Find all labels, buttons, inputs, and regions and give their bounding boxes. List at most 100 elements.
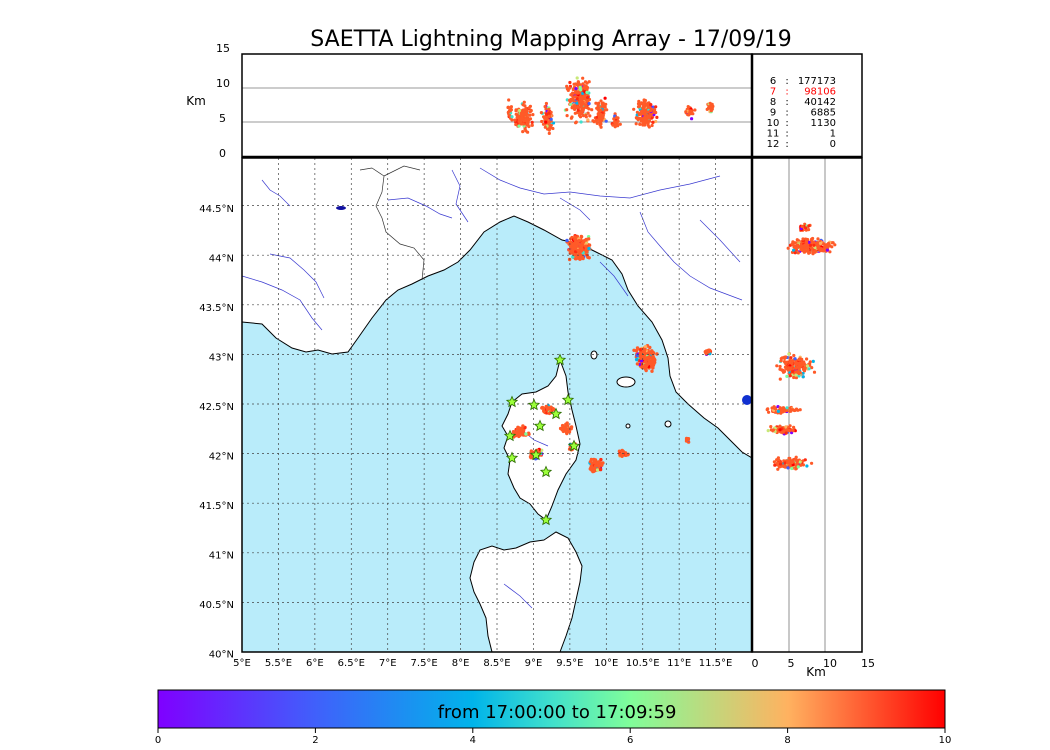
alt-tick-0: 0 — [219, 147, 226, 160]
side-source — [823, 244, 827, 248]
altitude-source — [551, 126, 555, 131]
separator: : — [785, 108, 788, 119]
side-source — [775, 364, 779, 368]
side-source — [798, 361, 802, 365]
altitude-source — [579, 120, 583, 124]
altitude-source — [527, 106, 531, 110]
altitude-source — [521, 103, 525, 107]
lightning-source — [587, 243, 592, 247]
altitude-source — [638, 122, 642, 126]
lightning-source — [579, 249, 583, 253]
side-source — [795, 459, 800, 463]
side-tick-10: 10 — [823, 657, 837, 670]
lightning-source — [639, 356, 643, 360]
station-number: 11 — [767, 129, 780, 140]
lightning-source — [571, 246, 575, 250]
side-source — [781, 370, 786, 374]
side-source — [778, 364, 782, 369]
altitude-source — [655, 115, 659, 119]
altitude-source — [690, 117, 694, 121]
side-source — [798, 365, 802, 369]
source-count: 177173 — [798, 76, 836, 87]
longitude-label: 5°E — [233, 658, 251, 669]
side-source — [779, 359, 783, 363]
lma-station-star — [539, 513, 553, 526]
altitude-source — [684, 110, 688, 114]
side-source — [782, 464, 786, 468]
altitude-source — [642, 98, 646, 102]
altitude-source — [514, 112, 518, 116]
latitude-label: 43.5°N — [199, 303, 234, 314]
colorbar-tick-label: 0 — [155, 735, 161, 746]
side-source — [826, 243, 830, 247]
altitude-source — [654, 119, 658, 124]
lightning-source — [587, 246, 591, 251]
altitude-source — [646, 114, 650, 118]
lightning-source — [573, 256, 578, 261]
altitude-source — [587, 80, 591, 84]
altitude-source — [654, 105, 658, 109]
altitude-source — [596, 106, 601, 110]
side-source — [810, 461, 814, 465]
altitude-source — [581, 76, 585, 80]
lightning-source — [576, 256, 581, 260]
lightning-source — [517, 426, 521, 430]
altitude-source — [522, 119, 526, 123]
lightning-source — [545, 407, 550, 411]
longitude-label: 8.5°E — [483, 658, 510, 669]
station-number: 10 — [767, 118, 780, 129]
lightning-source — [647, 360, 652, 364]
longitude-label: 6.5°E — [338, 658, 365, 669]
station-number: 6 — [770, 76, 776, 87]
altitude-source — [641, 112, 645, 116]
alt-tick-10: 10 — [216, 77, 230, 90]
altitude-source — [602, 105, 606, 109]
altitude-source — [568, 80, 572, 85]
side-source — [822, 247, 826, 252]
altitude-source — [572, 104, 577, 108]
lightning-source — [567, 430, 572, 434]
altitude-source — [599, 99, 603, 103]
altitude-source — [638, 104, 642, 108]
lma-station-star — [529, 448, 543, 461]
side-source — [801, 463, 806, 467]
side-source — [788, 374, 792, 378]
lightning-source — [524, 432, 528, 436]
lma-station-star — [553, 353, 567, 366]
lightning-source — [651, 358, 655, 362]
side-source — [787, 352, 791, 356]
capraia-island — [590, 350, 598, 360]
side-source — [811, 252, 815, 256]
altitude-source — [601, 116, 605, 120]
altitude-source — [549, 117, 553, 121]
altitude-source — [543, 125, 547, 129]
altitude-source — [509, 106, 513, 110]
altitude-source — [530, 120, 534, 124]
altitude-source — [544, 115, 548, 119]
altitude-source — [579, 98, 584, 102]
altitude-source — [581, 108, 585, 112]
side-source — [802, 360, 806, 364]
lightning-source — [621, 449, 625, 454]
separator: : — [785, 139, 788, 150]
side-source — [792, 375, 796, 380]
altitude-source — [632, 107, 636, 111]
lightning-source — [552, 407, 556, 412]
colorbar-ticks: 0 2 4 6 8 10 — [155, 728, 951, 746]
longitude-label: 5.5°E — [265, 658, 292, 669]
latitude-label: 44.5°N — [199, 204, 234, 215]
source-count: 1130 — [811, 118, 836, 129]
lightning-source — [529, 449, 533, 453]
longitude-label: 11°E — [667, 658, 691, 669]
altitude-source — [634, 116, 639, 120]
side-source — [803, 458, 807, 462]
altitude-source — [526, 122, 530, 126]
side-source — [788, 409, 792, 413]
altitude-source — [687, 112, 692, 116]
side-source — [812, 370, 817, 374]
altitude-source — [571, 91, 575, 95]
altitude-source — [586, 111, 590, 115]
side-source — [795, 461, 799, 465]
lake — [336, 206, 346, 210]
